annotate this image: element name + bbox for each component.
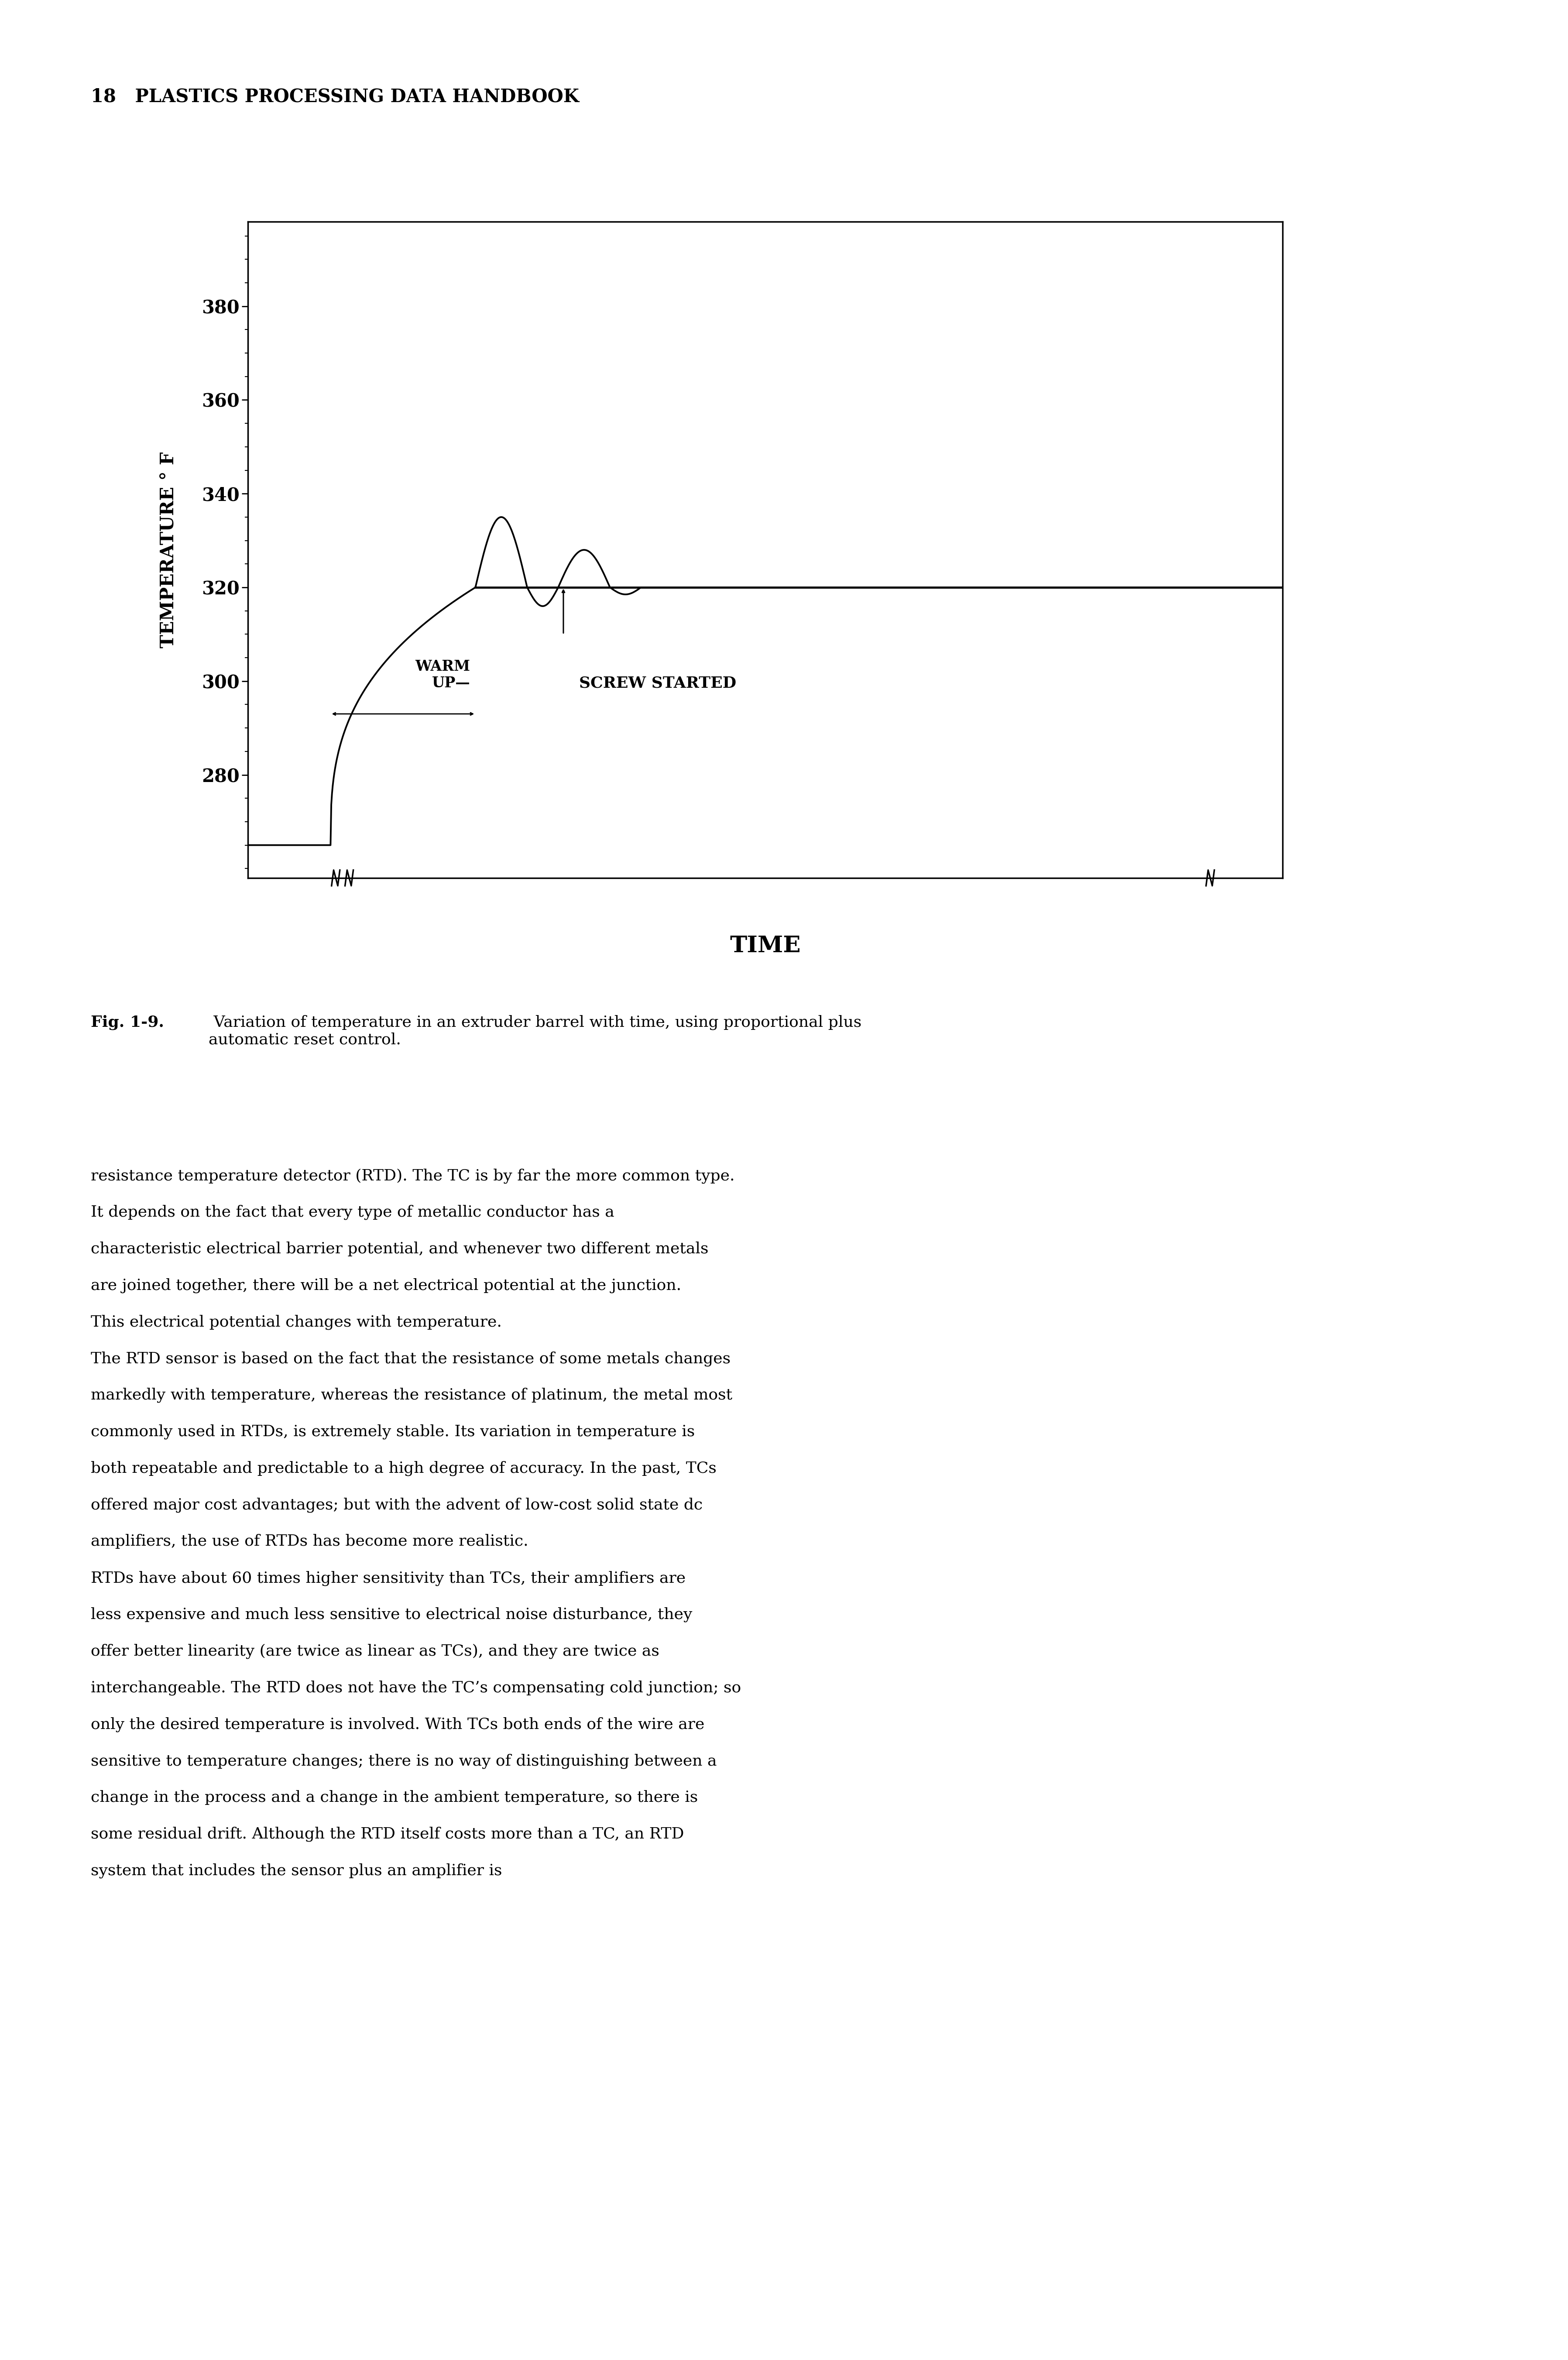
Text: TIME: TIME [729, 935, 801, 956]
Text: both repeatable and predictable to a high degree of accuracy. In the past, TCs: both repeatable and predictable to a hig… [91, 1461, 717, 1475]
Text: only the desired temperature is involved. With TCs both ends of the wire are: only the desired temperature is involved… [91, 1718, 704, 1732]
Text: interchangeable. The RTD does not have the TC’s compensating cold junction; so: interchangeable. The RTD does not have t… [91, 1680, 742, 1694]
Text: RTDs have about 60 times higher sensitivity than TCs, their amplifiers are: RTDs have about 60 times higher sensitiv… [91, 1572, 685, 1586]
Text: characteristic electrical barrier potential, and whenever two different metals: characteristic electrical barrier potent… [91, 1241, 709, 1256]
Text: change in the process and a change in the ambient temperature, so there is: change in the process and a change in th… [91, 1791, 698, 1805]
Text: SCREW STARTED: SCREW STARTED [579, 675, 735, 691]
Text: system that includes the sensor plus an amplifier is: system that includes the sensor plus an … [91, 1864, 502, 1879]
Text: WARM
UP—: WARM UP— [416, 658, 470, 691]
Text: some residual drift. Although the RTD itself costs more than a TC, an RTD: some residual drift. Although the RTD it… [91, 1827, 684, 1841]
Text: markedly with temperature, whereas the resistance of platinum, the metal most: markedly with temperature, whereas the r… [91, 1388, 732, 1402]
Text: Variation of temperature in an extruder barrel with time, using proportional plu: Variation of temperature in an extruder … [209, 1015, 861, 1048]
Text: resistance temperature detector (RTD). The TC is by far the more common type.: resistance temperature detector (RTD). T… [91, 1168, 735, 1182]
Text: sensitive to temperature changes; there is no way of distinguishing between a: sensitive to temperature changes; there … [91, 1753, 717, 1768]
Text: amplifiers, the use of RTDs has become more realistic.: amplifiers, the use of RTDs has become m… [91, 1534, 528, 1548]
Text: offered major cost advantages; but with the advent of low-cost solid state dc: offered major cost advantages; but with … [91, 1499, 702, 1513]
Text: This electrical potential changes with temperature.: This electrical potential changes with t… [91, 1315, 502, 1329]
Text: The RTD sensor is based on the fact that the resistance of some metals changes: The RTD sensor is based on the fact that… [91, 1352, 731, 1366]
Text: It depends on the fact that every type of metallic conductor has a: It depends on the fact that every type o… [91, 1206, 615, 1220]
Text: are joined together, there will be a net electrical potential at the junction.: are joined together, there will be a net… [91, 1279, 682, 1293]
Text: Fig. 1-9.: Fig. 1-9. [91, 1015, 165, 1029]
Y-axis label: TEMPERATURE ° F: TEMPERATURE ° F [158, 451, 177, 649]
Text: less expensive and much less sensitive to electrical noise disturbance, they: less expensive and much less sensitive t… [91, 1607, 693, 1621]
Text: 18   PLASTICS PROCESSING DATA HANDBOOK: 18 PLASTICS PROCESSING DATA HANDBOOK [91, 87, 579, 106]
Text: offer better linearity (are twice as linear as TCs), and they are twice as: offer better linearity (are twice as lin… [91, 1645, 660, 1659]
Text: commonly used in RTDs, is extremely stable. Its variation in temperature is: commonly used in RTDs, is extremely stab… [91, 1425, 695, 1440]
